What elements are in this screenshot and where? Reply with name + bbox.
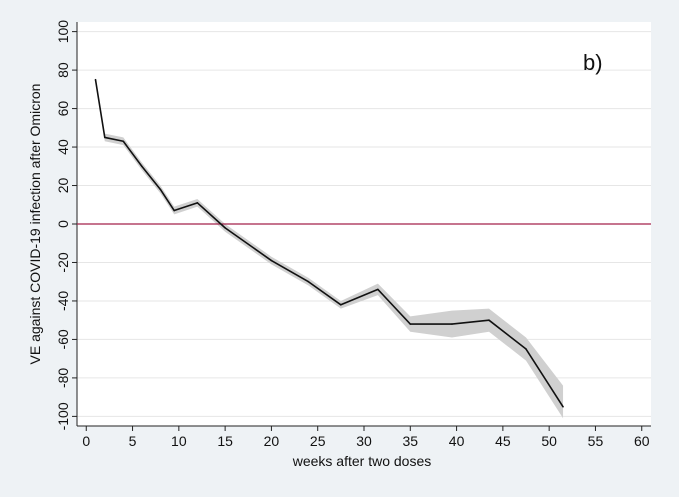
y-tick-label: 60 — [55, 101, 71, 117]
x-tick-label: 15 — [217, 433, 233, 449]
y-tick-label: -60 — [55, 329, 71, 349]
y-tick-label: 20 — [55, 178, 71, 194]
x-tick-label: 0 — [82, 433, 90, 449]
data-point — [103, 136, 106, 139]
y-tick-label: 40 — [55, 139, 71, 155]
y-tick-label: 0 — [55, 220, 71, 228]
data-point — [173, 209, 176, 212]
data-point — [159, 188, 162, 191]
data-point — [562, 405, 564, 408]
data-point — [122, 140, 125, 143]
x-tick-label: 60 — [634, 433, 650, 449]
x-tick-label: 50 — [541, 433, 557, 449]
panel-label: b) — [583, 50, 603, 75]
y-tick-label: 100 — [55, 20, 71, 44]
data-point — [340, 304, 342, 306]
x-tick-label: 35 — [403, 433, 419, 449]
y-tick-label: -40 — [55, 291, 71, 311]
data-point — [377, 288, 379, 291]
x-axis-title: weeks after two doses — [292, 453, 432, 469]
data-point — [488, 319, 490, 321]
x-tick-label: 45 — [495, 433, 511, 449]
y-tick-label: 80 — [55, 62, 71, 78]
confidence-bands — [95, 79, 564, 419]
confidence-band — [95, 79, 564, 419]
x-tick-label: 55 — [588, 433, 604, 449]
data-point — [307, 280, 310, 283]
data-point — [270, 259, 273, 262]
series-lines — [94, 78, 564, 408]
y-tick-label: -20 — [55, 252, 71, 272]
data-point — [196, 202, 199, 204]
labels: -100 -80 -60 -40 -20 0 20 40 60 80 100 0 5 10 15 20 25 30… — [55, 20, 650, 449]
data-point — [451, 323, 453, 325]
data-point — [141, 165, 143, 168]
x-tick-label: 20 — [264, 433, 280, 449]
data-point — [94, 78, 97, 81]
y-tick-label: -80 — [55, 368, 71, 388]
y-axis-title: VE against COVID-19 infection after Omic… — [27, 84, 43, 365]
x-tick-label: 10 — [171, 433, 187, 449]
data-point — [224, 227, 226, 229]
x-tick-label: 5 — [129, 433, 137, 449]
y-tick-label: -100 — [55, 402, 71, 430]
x-tick-label: 30 — [356, 433, 372, 449]
x-tick-label: 40 — [449, 433, 465, 449]
x-tick-label: 25 — [310, 433, 326, 449]
data-point — [409, 323, 412, 325]
data-point — [525, 348, 527, 350]
